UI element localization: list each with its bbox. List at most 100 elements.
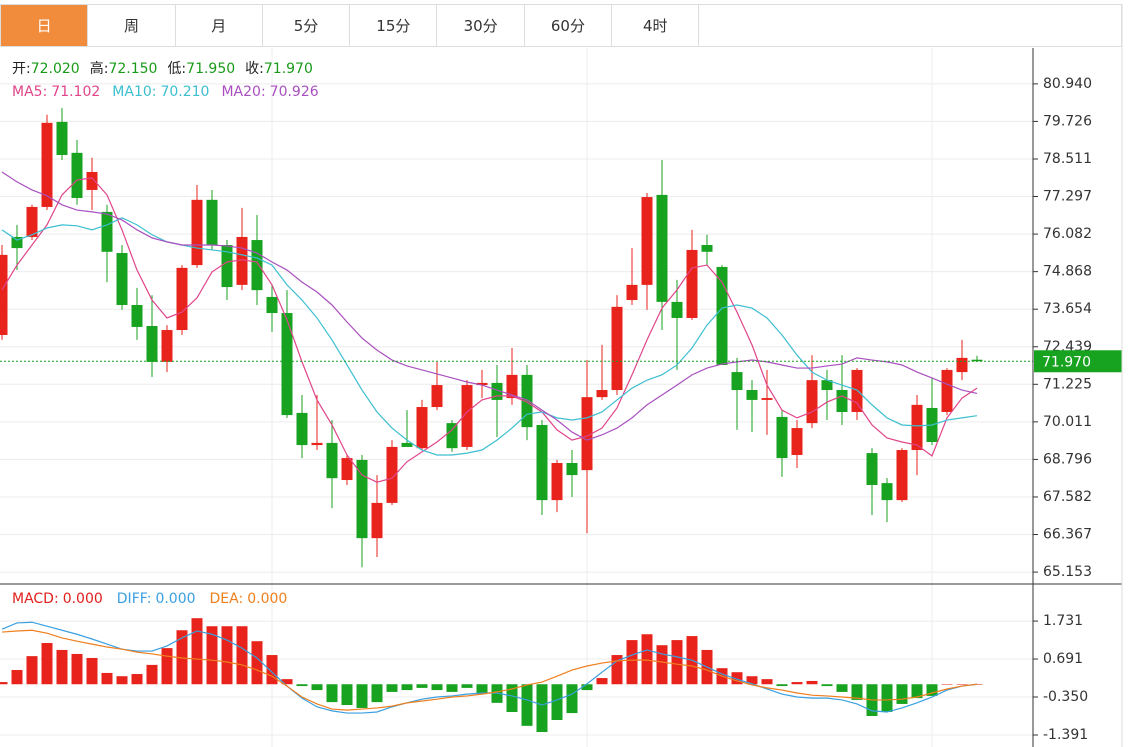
y-tick-label: 73.654 (1043, 301, 1092, 317)
macd-bar (536, 684, 548, 733)
candle-body (836, 390, 848, 412)
candle-body (641, 197, 653, 285)
macd-bar (596, 678, 608, 685)
macd-bar (806, 680, 818, 685)
candle-body (71, 152, 83, 198)
candle-body (671, 301, 683, 318)
candle-body (626, 284, 638, 301)
candle-body (0, 254, 8, 335)
macd-bar (851, 684, 863, 700)
macd-bar (371, 684, 383, 703)
macd-line (1, 629, 978, 711)
candle-body (866, 453, 878, 485)
macd-bar (641, 634, 653, 685)
quote-value: 72.020 (31, 61, 80, 77)
macd-bar (896, 684, 908, 704)
macd-bar (116, 676, 128, 685)
macd-bar (41, 643, 53, 685)
tab[interactable]: 4时 (612, 5, 700, 46)
quote-label: 高: (90, 60, 109, 77)
y-tick-label: 67.582 (1043, 489, 1092, 505)
candle-body (611, 306, 623, 391)
legend-name: DIFF: (117, 591, 152, 607)
y-tick-label: 76.082 (1043, 226, 1092, 242)
candle-body (821, 380, 833, 391)
quote-value: 71.970 (264, 61, 313, 77)
legend-name: MA10: (112, 84, 156, 100)
candle-body (386, 446, 398, 503)
y-tick-label: -1.391 (1043, 727, 1088, 743)
y-tick-label: -0.350 (1043, 689, 1088, 705)
tab[interactable]: 日 (1, 5, 89, 46)
quote-label: 低: (167, 61, 186, 77)
macd-bar (791, 682, 803, 685)
candle-body (401, 442, 413, 447)
candle-body (806, 380, 818, 424)
macd-bar (326, 684, 338, 703)
macd-bar (311, 684, 323, 691)
macd-bar (26, 656, 38, 685)
y-tick-label: 80.940 (1043, 76, 1092, 92)
y-tick-label: 68.796 (1043, 451, 1092, 467)
y-tick-label: 77.297 (1043, 189, 1092, 205)
macd-bar (431, 684, 443, 691)
candle-body (971, 359, 983, 362)
quote-value: 72.150 (108, 61, 157, 77)
candle-body (206, 199, 218, 245)
macd-bar (146, 664, 158, 685)
macd-bar (506, 684, 518, 712)
candle-body (461, 385, 473, 447)
ma-line (1, 177, 978, 483)
quote-label: 收: (245, 61, 264, 77)
candle-body (191, 199, 203, 266)
legend-name: MACD: (12, 591, 59, 607)
candle-body (941, 369, 953, 412)
macd-bar (626, 640, 638, 685)
y-tick-label: 0.691 (1043, 651, 1083, 667)
macd-bar (911, 684, 923, 699)
candle-body (86, 172, 98, 190)
quote-value: 71.950 (186, 61, 235, 77)
macd-bar (521, 684, 533, 726)
y-tick-label: 65.153 (1043, 564, 1092, 580)
macd-bar (191, 618, 203, 685)
macd-bar (551, 684, 563, 720)
candle-body (791, 428, 803, 455)
candle-body (11, 236, 23, 249)
tab[interactable]: 周 (88, 5, 176, 46)
tab[interactable]: 5分 (263, 5, 351, 46)
macd-bar (926, 684, 938, 696)
macd-bar (356, 684, 368, 708)
candle-body (896, 450, 908, 501)
candle-body (596, 390, 608, 398)
candle-body (356, 459, 368, 539)
macd-bar (821, 684, 833, 687)
tab[interactable]: 月 (176, 5, 263, 46)
macd-bar (236, 626, 248, 685)
tab[interactable]: 15分 (350, 5, 438, 46)
y-tick-label: 71.225 (1043, 376, 1092, 392)
candle-body (116, 253, 128, 305)
candle-body (686, 249, 698, 318)
y-tick-label: 74.868 (1043, 264, 1092, 280)
legend-value: 71.102 (51, 84, 100, 100)
tab[interactable]: 30分 (437, 5, 525, 46)
candle-body (101, 211, 113, 252)
y-tick-label: 70.011 (1043, 414, 1092, 430)
macd-bar (131, 674, 143, 685)
candle-body (476, 382, 488, 386)
macd-bar (251, 641, 263, 685)
legend-name: MA20: (221, 84, 265, 100)
quote-label: 开: (12, 61, 31, 77)
macd-bar (386, 684, 398, 692)
candle-body (506, 374, 518, 399)
macd-bar (776, 684, 788, 687)
macd-bar (101, 672, 113, 685)
macd-bar (281, 679, 293, 685)
tab[interactable]: 60分 (525, 5, 613, 46)
legend-value: 0.000 (247, 591, 287, 607)
macd-bar (671, 640, 683, 685)
macd-bar (566, 684, 578, 714)
candle-body (371, 502, 383, 539)
